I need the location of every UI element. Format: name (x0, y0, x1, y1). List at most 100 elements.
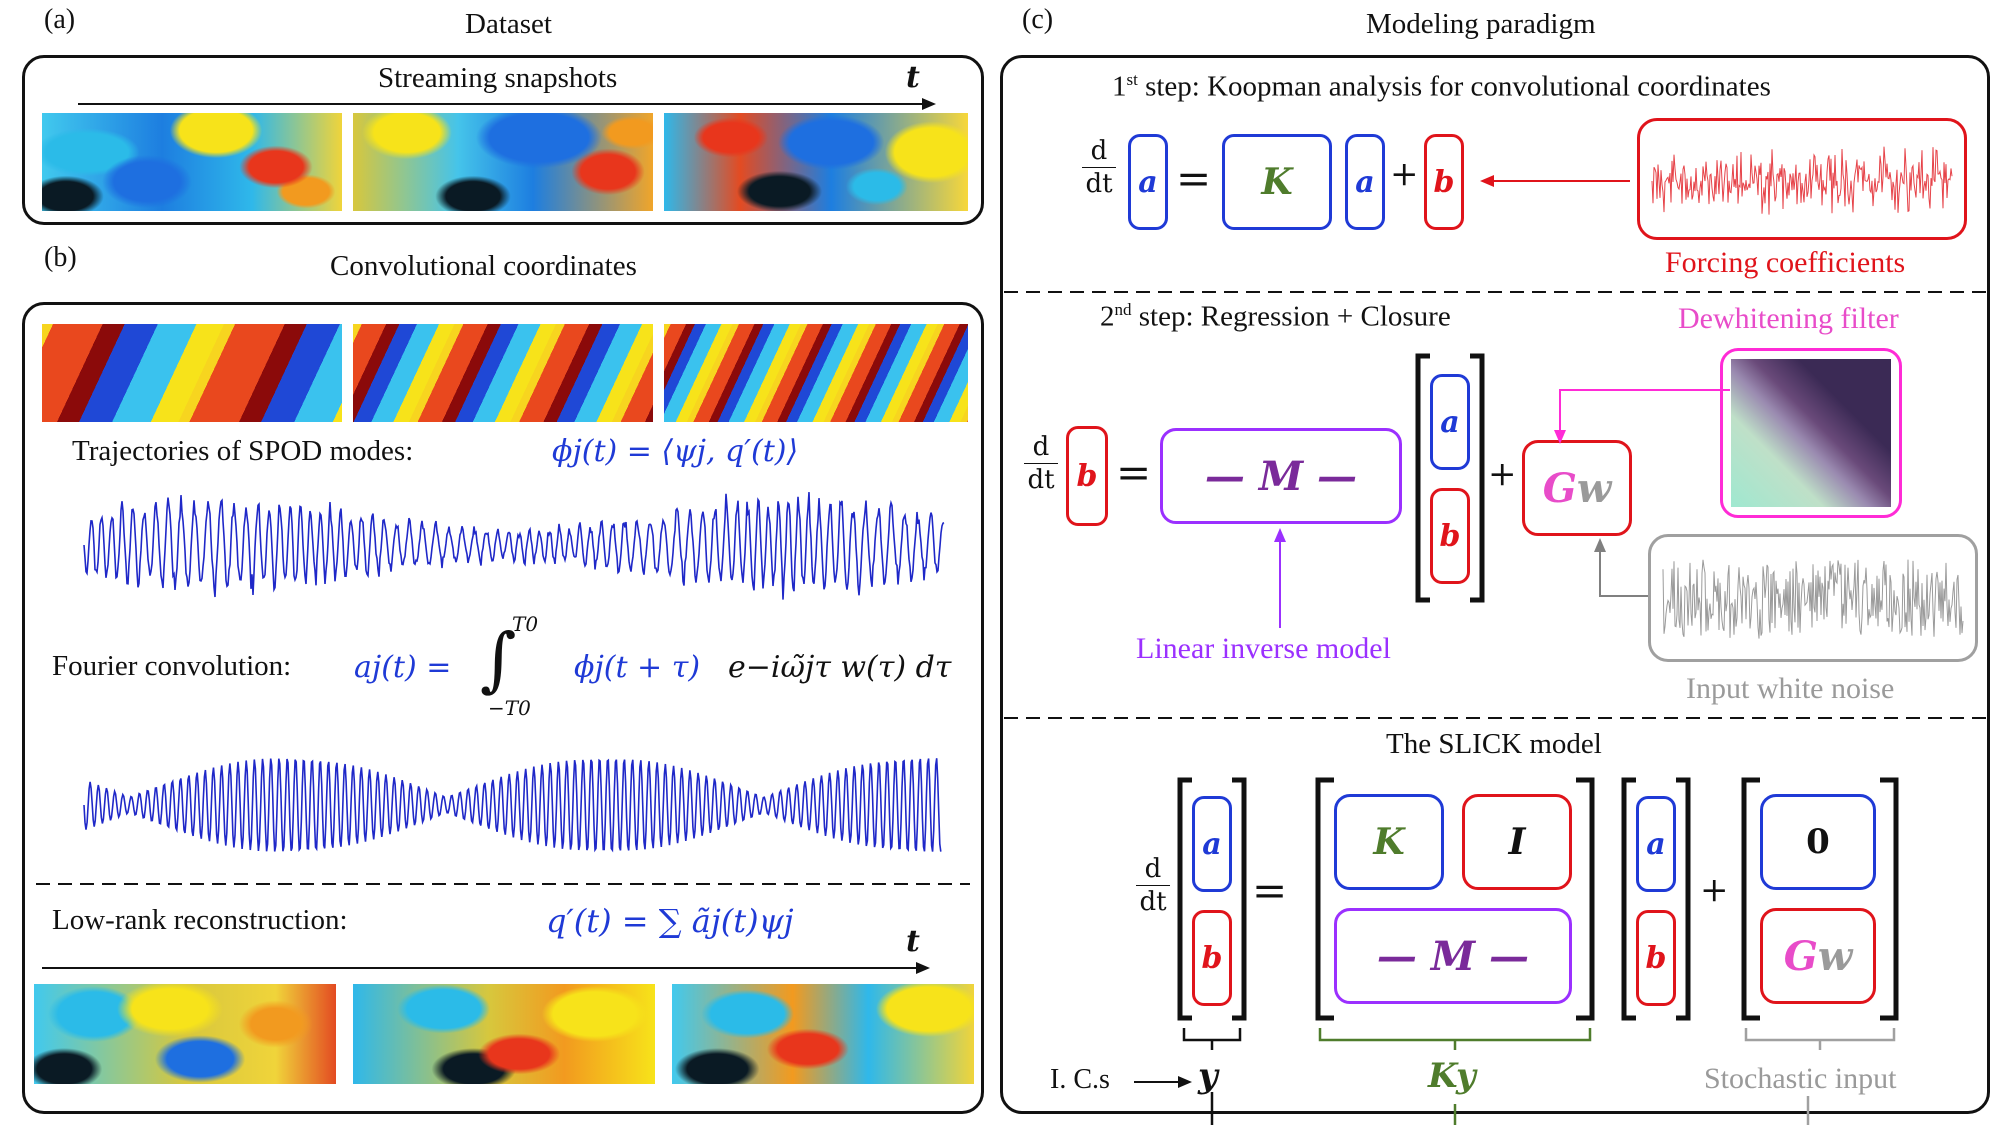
step2-w: w (1576, 464, 1612, 512)
trajectories-label: Trajectories of SPOD modes: (72, 435, 414, 467)
lim-arrow (1274, 528, 1286, 628)
time-arrow-a (78, 98, 936, 110)
streaming-snapshot-3 (664, 113, 968, 211)
step2-title-sup: nd (1114, 300, 1132, 319)
step3-a-lhs: a (1192, 796, 1232, 892)
fourier-eq-lower: −T0 (488, 696, 531, 720)
panel-c-title: Modeling paradigm (1366, 8, 1596, 40)
step2-dt: dt (1027, 465, 1055, 495)
panel-a-frame (22, 55, 984, 225)
step3-a-rhs: a (1636, 796, 1676, 892)
noise-arrow (1594, 538, 1648, 597)
step1-b: b (1424, 134, 1464, 230)
fourier-eq-rest: e−iω̃jτ w(τ) dτ (728, 650, 952, 685)
step1-derivative: d dt (1082, 136, 1116, 199)
panel-c-frame (1000, 55, 1990, 1114)
convolutional-coordinate-signal (83, 758, 942, 853)
step3-underbraces (1134, 1028, 1896, 1125)
initial-conditions-label: I. C.s (1050, 1064, 1110, 1095)
streaming-snapshot-2 (353, 113, 653, 211)
streaming-snapshots-label: Streaming snapshots (378, 62, 618, 94)
step2-title: 2nd step: Regression + Closure (1100, 300, 1451, 334)
step1-plus: + (1390, 154, 1419, 194)
step1-title-number: 1 (1112, 70, 1127, 103)
dewhitening-filter-label: Dewhitening filter (1678, 302, 1899, 335)
panel-b-dashed-divider (36, 883, 970, 885)
time-symbol-a: t (906, 60, 920, 95)
step2-d: d (1032, 432, 1050, 462)
linear-inverse-model-label: Linear inverse model (1136, 632, 1391, 665)
step3-M: — M — (1334, 908, 1572, 1004)
trajectories-equation: ϕj(t) = ⟨ψj, q′(t)⟩ (552, 434, 799, 469)
step3-b-rhs: b (1636, 910, 1676, 1006)
step3-zero: 0 (1760, 794, 1876, 890)
step1-a-lhs: a (1128, 134, 1168, 230)
step3-derivative: d dt (1136, 854, 1170, 917)
forcing-coefficients-label: Forcing coefficients (1665, 246, 1906, 279)
input-white-noise-label: Input white noise (1686, 672, 1895, 705)
step3-y2-bracket (1621, 777, 1691, 1021)
input-white-noise-box (1648, 534, 1978, 662)
step3-y-bracket (1177, 777, 1247, 1021)
step2-title-text: step: Regression + Closure (1131, 300, 1451, 333)
step1-equals: = (1176, 154, 1212, 203)
dewhitening-filter-matrix (1731, 359, 1891, 507)
step2-derivative: d dt (1024, 432, 1058, 495)
panel-a-tag: (a) (44, 4, 76, 35)
step3-gw: Gw (1760, 908, 1876, 1004)
panel-c-tag: (c) (1022, 4, 1054, 35)
spod-mode-3 (664, 324, 968, 422)
reconstruction-3 (672, 984, 974, 1084)
step3-plus: + (1700, 870, 1729, 910)
spod-trajectory-signal (83, 492, 945, 600)
step2-plus: + (1488, 454, 1517, 494)
step3-stochastic-bracket (1741, 777, 1899, 1021)
step1-koopman-operator: K (1222, 134, 1332, 230)
lowrank-equation: q′(t) = ∑ ãj(t)ψj (546, 902, 794, 940)
dewhitening-filter-image (1720, 348, 1902, 518)
step2-b-rhs: b (1430, 488, 1470, 584)
step1-title: 1st step: Koopman analysis for convoluti… (1112, 70, 1771, 104)
step3-equals: = (1252, 866, 1288, 915)
panel-b-tag: (b) (44, 242, 77, 273)
y-label: y (1198, 1056, 1218, 1096)
step3-b-lhs: b (1192, 910, 1232, 1006)
step1-d: d (1090, 136, 1108, 166)
ky-label: Ky (1428, 1056, 1476, 1096)
step2-b-lhs: b (1066, 426, 1108, 526)
step3-w: w (1817, 932, 1853, 980)
forcing-coefficients-box (1637, 118, 1967, 240)
spod-mode-2 (353, 324, 653, 422)
reconstruction-2 (353, 984, 655, 1084)
dewhitening-arrow (1554, 389, 1730, 444)
stochastic-input-label: Stochastic input (1704, 1062, 1897, 1095)
step1-forcing-arrow (1480, 175, 1630, 187)
step3-K: K (1334, 794, 1444, 890)
step2-vector-bracket (1415, 353, 1485, 603)
step1-title-text: step: Koopman analysis for convolutional… (1137, 70, 1771, 103)
panel-b-title: Convolutional coordinates (330, 250, 637, 282)
step1-a-rhs: a (1345, 134, 1385, 230)
streaming-snapshot-1 (42, 113, 342, 211)
panel-c-divider-1 (1004, 291, 1986, 293)
panel-b-frame (22, 302, 984, 1114)
step3-I: I (1462, 794, 1572, 890)
step1-title-sup: st (1126, 70, 1138, 89)
time-symbol-b: t (906, 924, 920, 959)
step3-ky-bracket (1315, 777, 1595, 1021)
step2-equals: = (1116, 448, 1152, 497)
panel-c-divider-2 (1004, 717, 1986, 719)
fourier-eq-phi: ϕj(t + τ) (574, 650, 701, 685)
panel-a-title: Dataset (465, 8, 552, 40)
spod-mode-1 (42, 324, 342, 422)
fourier-label: Fourier convolution: (52, 650, 292, 682)
step2-gw: Gw (1522, 440, 1632, 536)
time-arrow-b (42, 962, 930, 974)
step3-d: d (1144, 854, 1162, 884)
fourier-eq-lhs: aj(t) = (354, 650, 452, 685)
step3-title: The SLICK model (1386, 728, 1602, 760)
white-noise-signal (1662, 559, 1964, 639)
fourier-eq-upper: T0 (512, 612, 539, 636)
step1-dt: dt (1085, 169, 1113, 199)
step2-a: a (1430, 374, 1470, 470)
